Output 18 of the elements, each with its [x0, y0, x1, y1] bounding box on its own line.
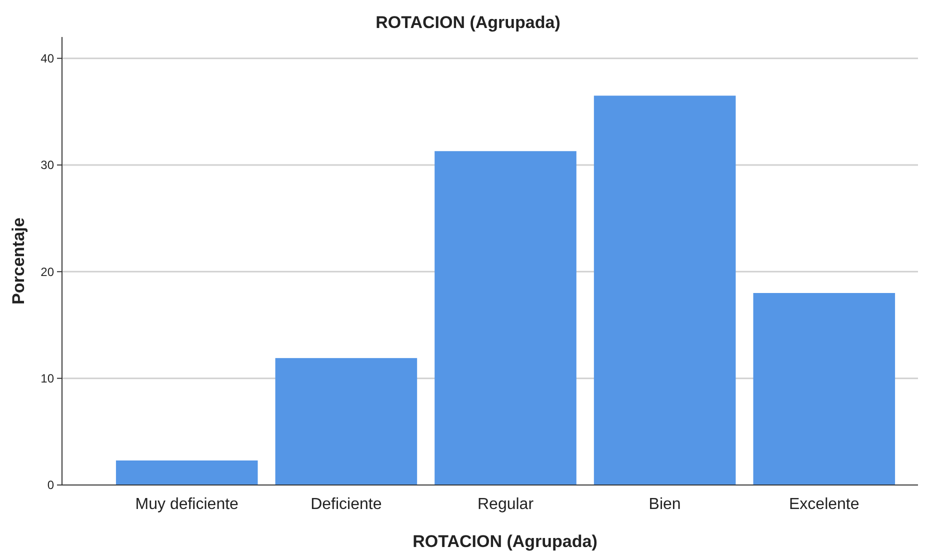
chart-title: ROTACION (Agrupada) [376, 13, 560, 32]
y-tick-label: 30 [40, 158, 54, 172]
y-tick-label: 0 [47, 478, 54, 492]
x-tick-label: Regular [477, 496, 534, 513]
x-tick-label: Muy deficiente [135, 496, 239, 513]
x-tick-label: Excelente [789, 496, 860, 513]
bar [753, 293, 896, 485]
bar [116, 460, 258, 485]
y-axis-title: Porcentaje [9, 218, 28, 304]
x-axis-title: ROTACION (Agrupada) [412, 532, 598, 551]
y-tick-label: 10 [40, 372, 54, 386]
y-tick-label: 20 [40, 264, 54, 279]
y-tick-label: 40 [40, 52, 54, 66]
x-tick-label: Deficiente [310, 496, 382, 513]
bar [434, 151, 576, 485]
bar [594, 96, 736, 485]
x-tick-label: Bien [648, 496, 681, 513]
bar [275, 358, 418, 485]
